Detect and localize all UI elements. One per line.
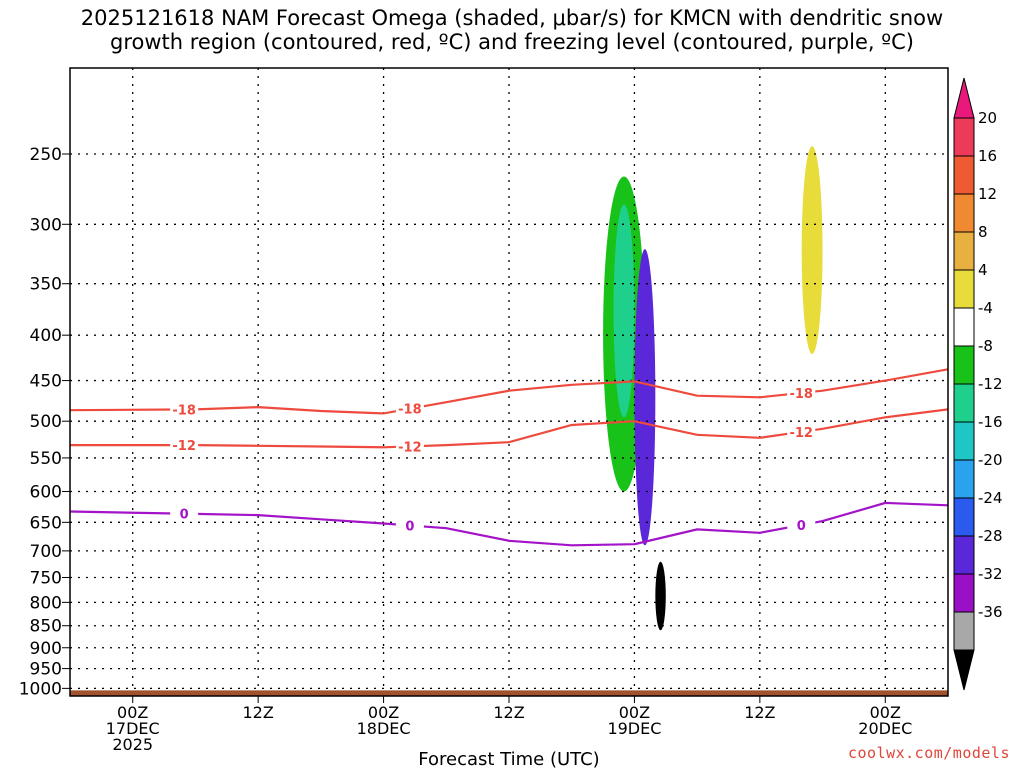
contour-label-2-0: 0 <box>180 508 189 523</box>
colorbar-label-1: 16 <box>978 147 997 165</box>
x-tick-label-3-0: 12Z <box>493 703 524 722</box>
y-tick-label-250: 250 <box>30 145 62 165</box>
x-tick-label-6-1: 20DEC <box>858 719 912 738</box>
y-tick-label-650: 650 <box>30 513 62 533</box>
y-tick-label-850: 850 <box>30 617 62 637</box>
contour-label-bg-2-0 <box>170 505 199 522</box>
omega-region-3 <box>655 561 666 631</box>
colorbar-label-5: -4 <box>978 299 993 317</box>
colorbar-label-11: -28 <box>978 527 1003 545</box>
colorbar-label-13: -36 <box>978 603 1003 621</box>
colorbar-bin-4 <box>953 269 975 309</box>
contour-label-1-2: -12 <box>789 426 813 441</box>
x-tick-label-4-1: 19DEC <box>607 719 661 738</box>
contour-label-bg-1-1 <box>395 438 424 455</box>
contour-label-bg-2-2 <box>787 517 816 534</box>
contour-label-0-2: -18 <box>789 387 813 402</box>
y-tick-label-750: 750 <box>30 568 62 588</box>
contour-label-bg-0-2 <box>787 384 816 401</box>
contour-label-bg-0-1 <box>395 400 424 417</box>
contour-line-0 <box>70 368 948 415</box>
y-tick-label-500: 500 <box>30 412 62 432</box>
colorbar-bin-10 <box>953 497 975 537</box>
colorbar-label-2: 12 <box>978 185 997 203</box>
pressure-axis: 2503003504004505005506006507007508008509… <box>19 145 70 699</box>
grid-lines <box>70 68 948 696</box>
x-tick-label-4-0: 00Z <box>619 703 650 722</box>
x-tick-label-2-0: 00Z <box>368 703 399 722</box>
contour-label-bg-1-2 <box>787 423 816 440</box>
y-tick-label-550: 550 <box>30 449 62 469</box>
y-tick-label-350: 350 <box>30 275 62 295</box>
omega-colorbar: 20 16 12 8 4 -4 -8 -12 -16 -20 -24 -28 -32 -36 <box>953 77 1003 691</box>
y-tick-label-600: 600 <box>30 482 62 502</box>
colorbar-label-10: -24 <box>978 489 1003 507</box>
x-tick-label-1-0: 12Z <box>242 703 273 722</box>
colorbar-bin-8 <box>953 421 975 461</box>
colorbar-label-6: -8 <box>978 337 993 355</box>
colorbar-bin-9 <box>953 459 975 499</box>
omega-region-4 <box>801 146 823 354</box>
colorbar-label-4: 4 <box>978 261 988 279</box>
omega-shading-layer <box>603 146 823 631</box>
x-tick-label-5-0: 12Z <box>744 703 775 722</box>
title-line-2: growth region (contoured, red, ºC) and f… <box>110 30 914 54</box>
colorbar-bin-3 <box>953 231 975 271</box>
colorbar-label-9: -20 <box>978 451 1003 469</box>
contour-label-1-0: -12 <box>172 439 196 454</box>
colorbar-top-arrow <box>953 77 975 119</box>
ground-layer <box>70 690 948 696</box>
y-tick-label-300: 300 <box>30 215 62 235</box>
omega-region-2 <box>634 249 656 546</box>
y-tick-label-1000: 1000 <box>19 679 62 699</box>
y-tick-label-800: 800 <box>30 593 62 613</box>
contour-layer: -18 -18 -18 -12 -12 -12 0 0 0 <box>70 368 948 547</box>
contour-label-2-2: 0 <box>797 519 806 534</box>
colorbar-bin-1 <box>953 155 975 195</box>
x-tick-label-0-0: 00Z <box>117 703 148 722</box>
chart-title: 2025121618 NAM Forecast Omega (shaded, μ… <box>0 6 1024 54</box>
credit-text: coolwx.com/models <box>847 744 1010 762</box>
colorbar-label-0: 20 <box>978 109 997 127</box>
y-tick-label-950: 950 <box>30 660 62 680</box>
contour-label-bg-0-0 <box>170 401 199 418</box>
colorbar-label-8: -16 <box>978 413 1003 431</box>
x-axis-label: Forecast Time (UTC) <box>418 749 599 768</box>
y-tick-label-400: 400 <box>30 326 62 346</box>
contour-label-bg-2-1 <box>395 517 424 534</box>
y-tick-label-900: 900 <box>30 639 62 659</box>
colorbar-bin-12 <box>953 573 975 613</box>
colorbar-bin-7 <box>953 383 975 423</box>
colorbar-bin-2 <box>953 193 975 233</box>
contour-label-2-1: 0 <box>405 519 414 534</box>
colorbar-bin-6 <box>953 345 975 385</box>
colorbar-label-7: -12 <box>978 375 1003 393</box>
colorbar-bin-13 <box>953 611 975 651</box>
contour-label-bg-1-0 <box>170 437 199 454</box>
contour-label-0-0: -18 <box>172 404 196 419</box>
colorbar-label-12: -32 <box>978 565 1003 583</box>
x-tick-label-2-1: 18DEC <box>357 719 411 738</box>
y-tick-label-700: 700 <box>30 542 62 562</box>
y-tick-label-450: 450 <box>30 372 62 392</box>
colorbar-label-3: 8 <box>978 223 988 241</box>
omega-region-1 <box>613 204 635 418</box>
contour-label-0-1: -18 <box>398 403 422 418</box>
colorbar-bin-5 <box>953 307 975 347</box>
x-tick-label-0-1: 17DEC <box>106 719 160 738</box>
colorbar-bottom-arrow <box>953 649 975 691</box>
title-line-1: 2025121618 NAM Forecast Omega (shaded, μ… <box>80 6 944 30</box>
x-tick-label-6-0: 00Z <box>870 703 901 722</box>
ground-terrain <box>70 690 948 696</box>
colorbar-bin-11 <box>953 535 975 575</box>
x-tick-label-0-2: 2025 <box>112 735 153 754</box>
colorbar-bin-0 <box>953 117 975 157</box>
contour-label-1-1: -12 <box>398 440 422 455</box>
